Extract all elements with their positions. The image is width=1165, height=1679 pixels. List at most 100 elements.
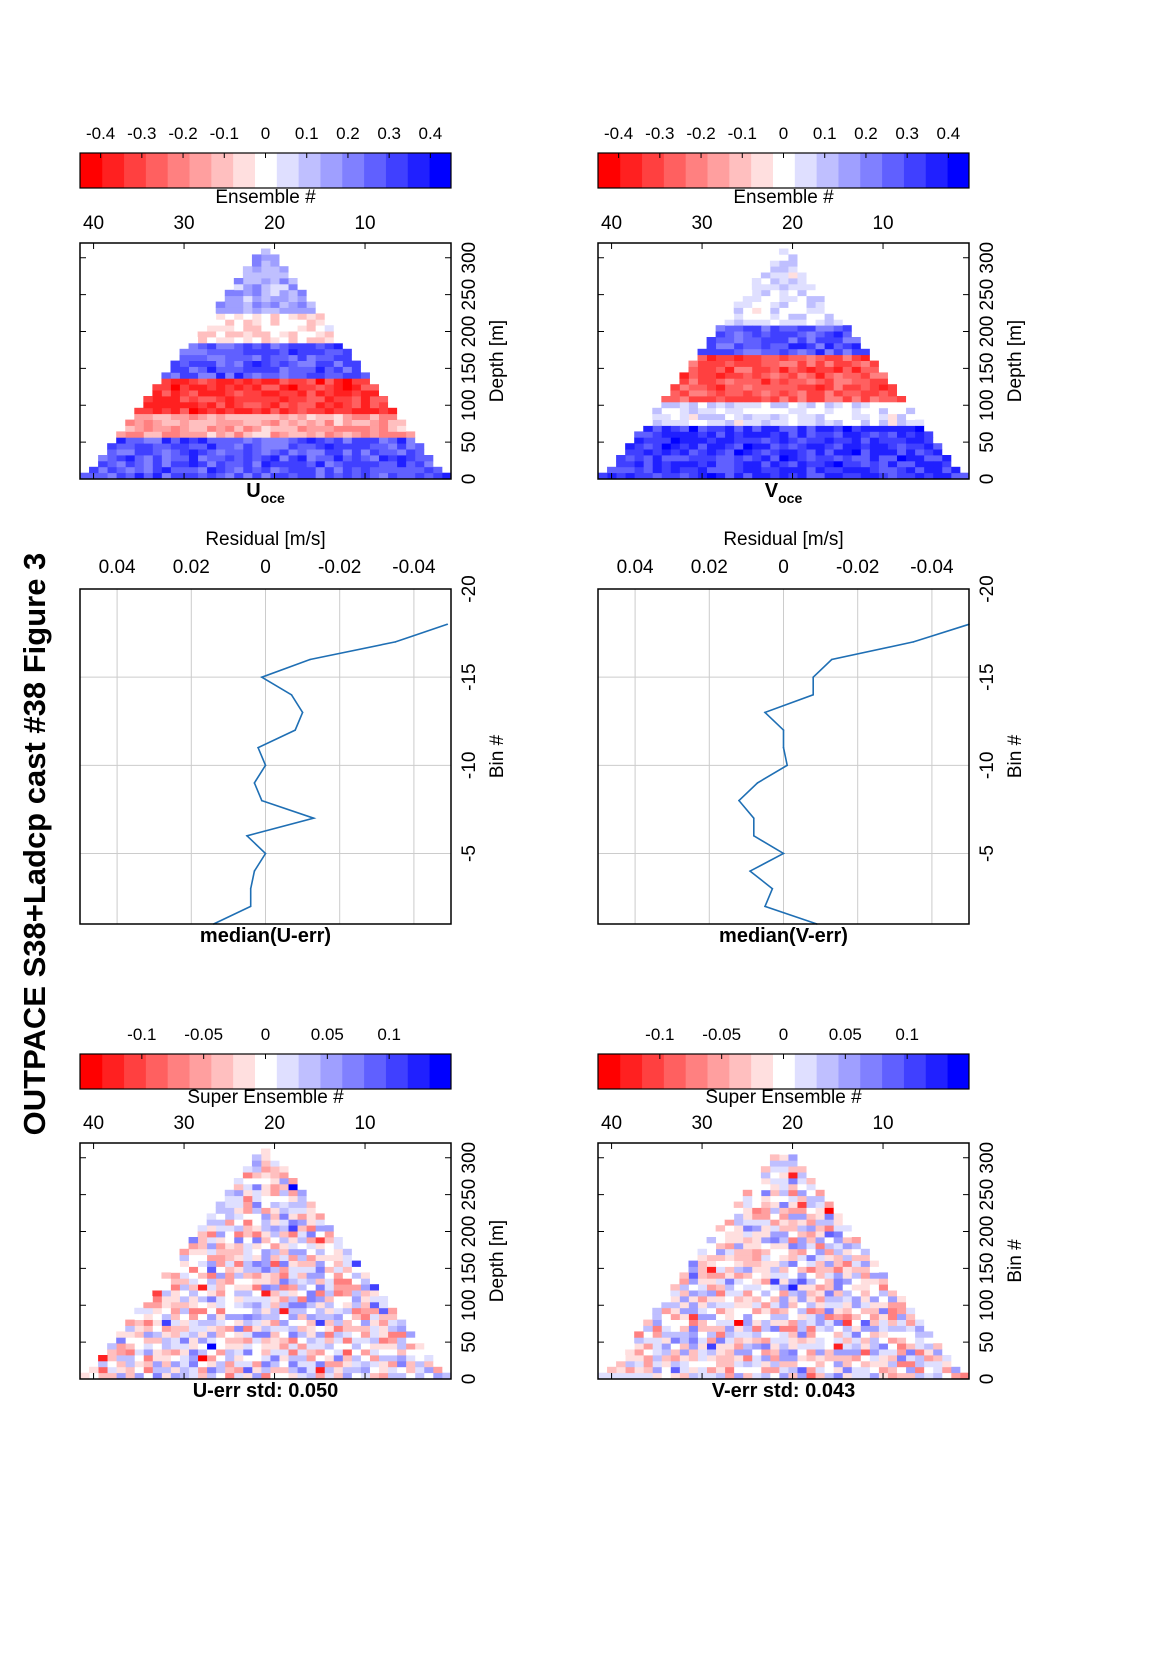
heatmap-cell <box>842 1278 852 1285</box>
heatmap-cell <box>706 1372 717 1379</box>
heatmap-cell <box>351 384 361 391</box>
heatmap-cell <box>242 460 253 468</box>
heatmap-cell <box>851 431 861 438</box>
heatmap-cell <box>242 401 253 409</box>
heatmap-cell <box>306 401 316 409</box>
heatmap-cell <box>369 1354 380 1362</box>
heatmap-cell <box>851 390 861 397</box>
heatmap-cell <box>851 437 861 444</box>
heatmap-cell <box>279 449 289 456</box>
heatmap-cell <box>688 401 698 409</box>
heatmap-cell <box>242 1272 253 1279</box>
heatmap-cell <box>170 419 180 426</box>
heatmap-cell <box>369 1343 380 1350</box>
heatmap-cell <box>941 472 952 479</box>
heatmap-cell <box>652 1366 662 1374</box>
heatmap-cell <box>887 1325 898 1332</box>
heatmap-cell <box>733 1213 744 1220</box>
y-tick-label: -15 <box>459 663 480 690</box>
heatmap-cell <box>788 1272 798 1279</box>
heatmap-cell <box>387 466 398 474</box>
heatmap-cell <box>778 1160 789 1167</box>
heatmap-cell <box>824 472 834 479</box>
heatmap-cell <box>742 455 753 462</box>
heatmap-cell <box>251 1366 262 1374</box>
colorbar-tick-label: -0.2 <box>686 124 715 143</box>
heatmap-cell <box>733 319 744 326</box>
heatmap-cell <box>724 1266 735 1273</box>
heatmap-cell <box>887 390 898 397</box>
heatmap-cell <box>869 1284 879 1291</box>
heatmap-cell <box>661 1301 671 1309</box>
heatmap-cell <box>742 331 753 338</box>
heatmap-cell <box>806 1284 816 1291</box>
heatmap-cell <box>143 437 153 444</box>
heatmap-cell <box>697 460 707 468</box>
heatmap-cell <box>315 337 325 344</box>
heatmap-cell <box>815 455 825 462</box>
heatmap-cell <box>251 1207 262 1214</box>
heatmap-cell <box>724 455 735 462</box>
heatmap-cell <box>797 1325 807 1332</box>
heatmap-cell <box>824 1349 834 1356</box>
heatmap-cell <box>125 460 135 468</box>
heatmap-cell <box>342 1248 352 1256</box>
heatmap-cell <box>423 472 434 479</box>
data-point <box>249 887 252 890</box>
heatmap-cell <box>760 1266 771 1273</box>
heatmap-cell <box>914 425 925 432</box>
heatmap-cell <box>878 1284 888 1291</box>
heatmap-cell <box>333 1331 343 1338</box>
heatmap-cell <box>360 1325 370 1332</box>
heatmap-cell <box>288 1207 298 1214</box>
heatmap-cell <box>842 1343 852 1350</box>
heatmap-cell <box>342 390 352 397</box>
heatmap-cell <box>860 384 870 391</box>
heatmap-cell <box>842 1242 852 1250</box>
heatmap-cell <box>233 325 244 332</box>
heatmap-cell <box>143 419 153 426</box>
heatmap-cell <box>396 455 407 462</box>
heatmap-cell <box>251 1231 262 1238</box>
heatmap-cell <box>760 313 771 320</box>
heatmap-cell <box>378 460 389 468</box>
heatmap-cell <box>788 254 798 261</box>
heatmap-cell <box>414 472 425 479</box>
heatmap-cell <box>697 1331 707 1338</box>
heatmap-cell <box>715 1248 726 1256</box>
heatmap-cell <box>788 1360 798 1368</box>
heatmap-cell <box>170 1343 180 1350</box>
heatmap-cell <box>797 1313 807 1320</box>
heatmap-cell <box>288 378 298 385</box>
heatmap-cell <box>152 437 162 444</box>
heatmap-cell <box>270 266 280 273</box>
heatmap-cell <box>860 413 870 420</box>
heatmap-cell <box>134 466 144 474</box>
heatmap-cell <box>179 1343 189 1350</box>
heatmap-cell <box>724 401 735 409</box>
data-point <box>912 641 915 643</box>
heatmap-cell <box>869 1331 879 1338</box>
heatmap-cell <box>833 1295 843 1303</box>
heatmap-cell <box>134 449 144 456</box>
heatmap-cell <box>851 1337 861 1344</box>
heatmap-cell <box>878 437 888 444</box>
heatmap-cell <box>742 307 753 314</box>
heatmap-cell <box>697 1284 707 1291</box>
heatmap-cell <box>806 396 816 403</box>
heatmap-cell <box>315 384 325 391</box>
heatmap-cell <box>224 455 235 462</box>
heatmap-cell <box>634 455 644 462</box>
heatmap-cell <box>797 455 807 462</box>
heatmap-cell <box>742 443 753 450</box>
heatmap-cell <box>306 342 316 350</box>
y-tick-label: 200 <box>977 1216 998 1248</box>
heatmap-cell <box>369 472 380 479</box>
heatmap-cell <box>197 1284 208 1291</box>
y-tick-label: 150 <box>459 353 480 385</box>
heatmap-cell <box>369 1301 380 1309</box>
heatmap-cell <box>806 295 816 302</box>
heatmap-cell <box>233 443 244 450</box>
heatmap-cell <box>941 466 952 474</box>
heatmap-cell <box>297 413 307 420</box>
